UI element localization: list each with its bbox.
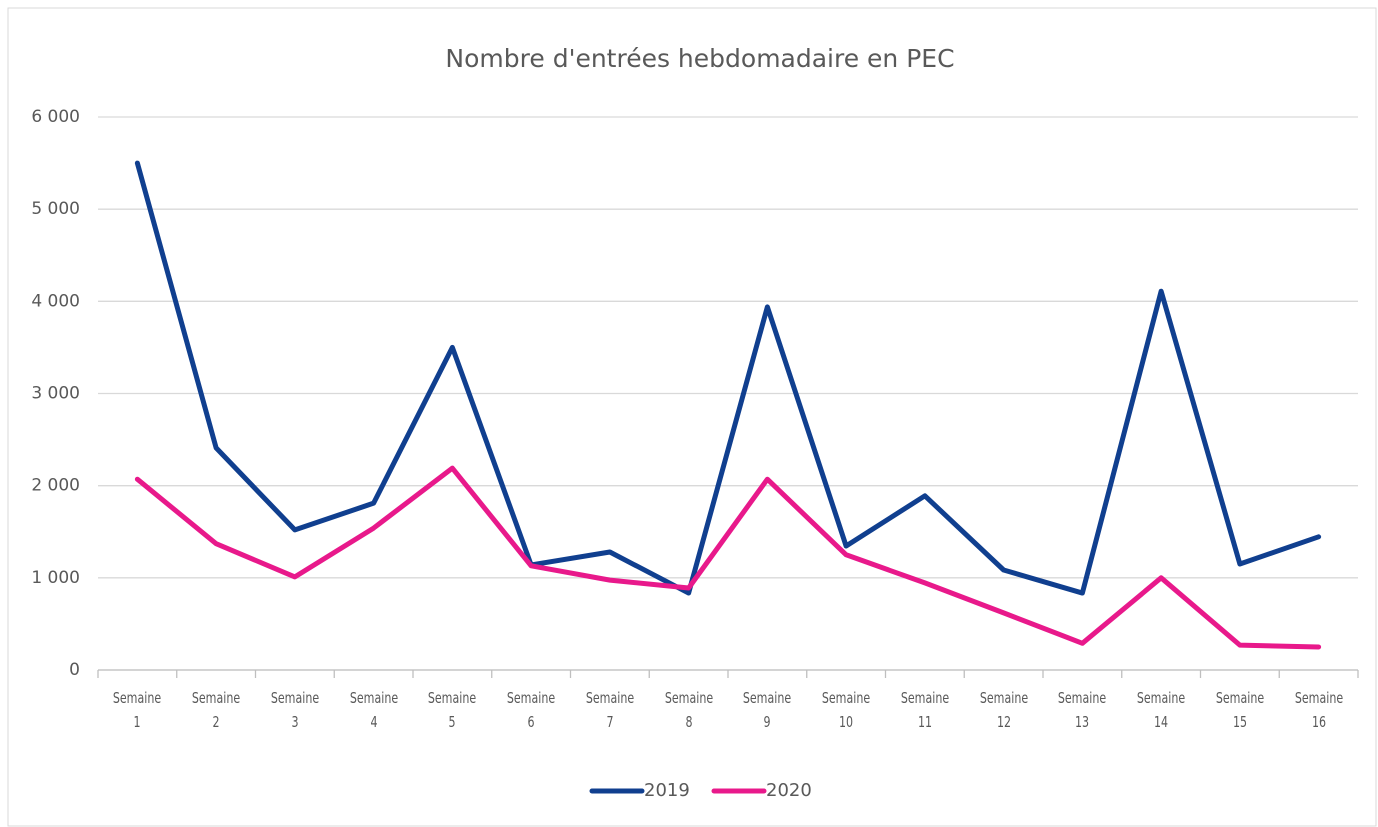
x-tick-label: Semaine 10: [821, 689, 871, 731]
y-tick-label: 6 000: [31, 107, 80, 127]
x-tick-label: Semaine 15: [1215, 689, 1265, 731]
y-tick-label: 2 000: [31, 476, 80, 496]
x-tick-label: Semaine 11: [900, 689, 950, 731]
x-tick-label: Semaine 8: [664, 689, 713, 731]
x-tick-label: Semaine 3: [270, 689, 320, 731]
x-tick-label: Semaine 16: [1294, 689, 1343, 731]
x-tick-label: Semaine 4: [349, 689, 398, 731]
series-line: [134, 465, 1322, 650]
x-tick-label: Semaine 1: [113, 689, 162, 731]
y-tick-label: 0: [69, 660, 80, 680]
y-tick-label: 3 000: [31, 384, 80, 404]
x-tick-label: Semaine 13: [1058, 689, 1107, 731]
y-tick-label: 4 000: [31, 291, 80, 311]
chart-title: Nombre d'entrées hebdomadaire en PEC: [445, 44, 954, 73]
x-tick-label: Semaine 9: [743, 689, 792, 731]
x-tick-label: Semaine 14: [1136, 689, 1186, 731]
x-tick-label: Semaine 2: [191, 689, 241, 731]
x-tick-label: Semaine 7: [585, 689, 635, 731]
chart-border: [7, 7, 1377, 827]
x-tick-label: Semaine 5: [428, 689, 477, 731]
y-tick-label: 1 000: [31, 568, 80, 588]
x-tick-label: Semaine 6: [506, 689, 556, 731]
legend-label: 2020: [766, 780, 812, 801]
x-tick-label: Semaine 12: [979, 689, 1028, 731]
series-line: [134, 160, 1322, 596]
y-tick-label: 5 000: [31, 199, 80, 219]
legend-label: 2019: [644, 780, 690, 801]
